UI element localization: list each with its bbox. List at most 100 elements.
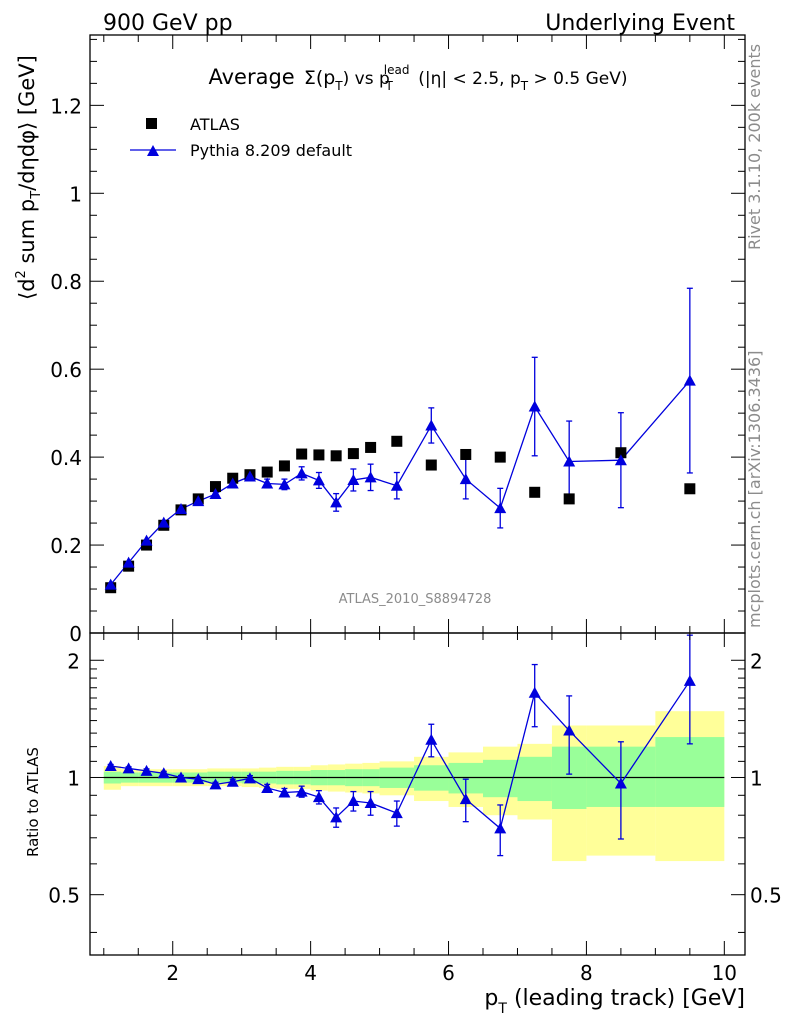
ratio-point <box>243 772 256 784</box>
ratio-y-tick-label: 1 <box>67 766 80 790</box>
pythia-point <box>528 400 541 412</box>
pythia-line <box>110 380 691 586</box>
y-tick-label: 0.6 <box>50 358 82 382</box>
legend-pythia-label: Pythia 8.209 default <box>190 141 352 160</box>
ratio-point <box>104 760 117 772</box>
header-right: Underlying Event <box>545 11 735 36</box>
ratio-y-tick-label: 2 <box>67 649 80 673</box>
atlas-point <box>278 460 290 472</box>
main-ylabel: ⟨d2 sum pT/dηdφ⟩ [GeV] <box>14 55 44 300</box>
ratio-y-tick-label: 0.5 <box>48 884 80 908</box>
ratio-point <box>528 686 541 698</box>
pythia-point <box>330 496 343 508</box>
main-xlabel: pT (leading track) [GeV] <box>484 986 745 1017</box>
legend-pythia-marker <box>147 145 159 156</box>
ylabel-b: sum p <box>15 199 39 270</box>
ratio-y-tick-label-right: 1 <box>750 766 763 790</box>
title-cut2: > 0.5 GeV) <box>528 69 627 89</box>
ratio-point <box>425 733 438 745</box>
mcplots-label: mcplots.cern.ch [arXiv:1306.3436] <box>745 351 764 628</box>
pythia-point <box>278 478 291 490</box>
title-sup-lead: lead <box>384 63 410 77</box>
ratio-point <box>192 773 205 785</box>
pythia-point <box>425 419 438 431</box>
atlas-point <box>391 435 403 447</box>
uncertainty-band-green <box>655 737 725 807</box>
atlas-point <box>529 486 541 498</box>
legend-atlas-label: ATLAS <box>190 115 240 134</box>
pythia-point <box>390 479 403 491</box>
y-tick-label: 0.8 <box>50 270 82 294</box>
legend-atlas-marker <box>146 118 157 129</box>
pythia-point <box>563 455 576 467</box>
xlabel-sub: T <box>497 1001 507 1017</box>
y-tick-label: 0.4 <box>50 446 82 470</box>
ratio-y-tick-label-right: 0.5 <box>750 884 782 908</box>
x-tick-label: 2 <box>166 961 179 985</box>
y-tick-label: 0 <box>69 622 82 646</box>
atlas-point <box>684 483 696 495</box>
ratio-point <box>494 822 507 834</box>
main-plot-frame <box>89 34 746 634</box>
atlas-point <box>615 447 627 459</box>
atlas-point <box>296 448 308 460</box>
ratio-point <box>157 767 170 779</box>
title-sub-t1: T <box>334 79 343 93</box>
legend: ATLAS Pythia 8.209 default <box>130 115 352 160</box>
ratio-y-tick-label-right: 2 <box>750 649 763 673</box>
pythia-point <box>243 470 256 482</box>
ratio-point <box>312 791 325 803</box>
pythia-point <box>192 495 205 507</box>
ylabel-a: ⟨d <box>15 278 39 300</box>
pythia-point <box>295 467 308 479</box>
ratio-point <box>563 724 576 736</box>
ratio-point <box>278 786 291 798</box>
pythia-point <box>157 516 170 528</box>
ylabel-c: /dηdφ⟩ [GeV] <box>15 55 39 191</box>
x-tick-label: 6 <box>442 961 455 985</box>
atlas-point <box>494 451 506 463</box>
ratio-point <box>390 807 403 819</box>
atlas-point <box>460 448 472 460</box>
ratio-point <box>459 793 472 805</box>
ratio-point <box>226 775 239 787</box>
ratio-point <box>364 796 377 808</box>
atlas-point <box>313 449 325 461</box>
x-tick-label: 10 <box>712 961 737 985</box>
atlas-point <box>261 466 273 478</box>
y-tick-label: 1.2 <box>50 94 82 118</box>
ratio-point <box>683 674 696 686</box>
atlas-point <box>563 493 575 505</box>
pythia-point <box>312 474 325 486</box>
pythia-point <box>226 477 239 489</box>
ylabel-sup: 2 <box>14 270 29 278</box>
pythia-point <box>261 477 274 489</box>
uncertainty-band-green <box>517 756 552 802</box>
atlas-point <box>425 459 437 471</box>
header-left: 900 GeV pp <box>103 11 233 36</box>
ratio-plot: 0.5 0.5 1 1 2 2 2 4 6 8 10 Ratio to ATLAS pT (lead… <box>24 632 782 1017</box>
main-plot: 00.20.40.60.811.2 Average Σ(pT) vs plead… <box>14 34 746 646</box>
ylabel-sub: T <box>29 191 44 200</box>
ratio-ylabel: Ratio to ATLAS <box>24 747 42 857</box>
pythia-point <box>140 534 153 546</box>
ratio-point <box>209 778 222 790</box>
ratio-point <box>175 771 188 783</box>
x-tick-label: 8 <box>580 961 593 985</box>
atlas-point <box>365 441 377 453</box>
plot-title: Average Σ(pT) vs plead T (|η| < 2.5, pT >… <box>208 63 627 93</box>
pythia-point <box>683 374 696 386</box>
y-tick-label: 0.2 <box>50 534 82 558</box>
title-sub-t3: T <box>520 79 529 93</box>
ratio-point <box>122 762 135 774</box>
title-cut1: (|η| < 2.5, p <box>413 69 521 89</box>
ratio-plot-frame <box>89 632 746 956</box>
pythia-point <box>209 488 222 500</box>
title-sigma: Σ(p <box>304 67 335 89</box>
title-average: Average <box>208 65 294 89</box>
pythia-point <box>459 473 472 485</box>
xlabel-a: p <box>484 986 498 1011</box>
x-tick-label: 4 <box>304 961 317 985</box>
pythia-point <box>494 502 507 514</box>
